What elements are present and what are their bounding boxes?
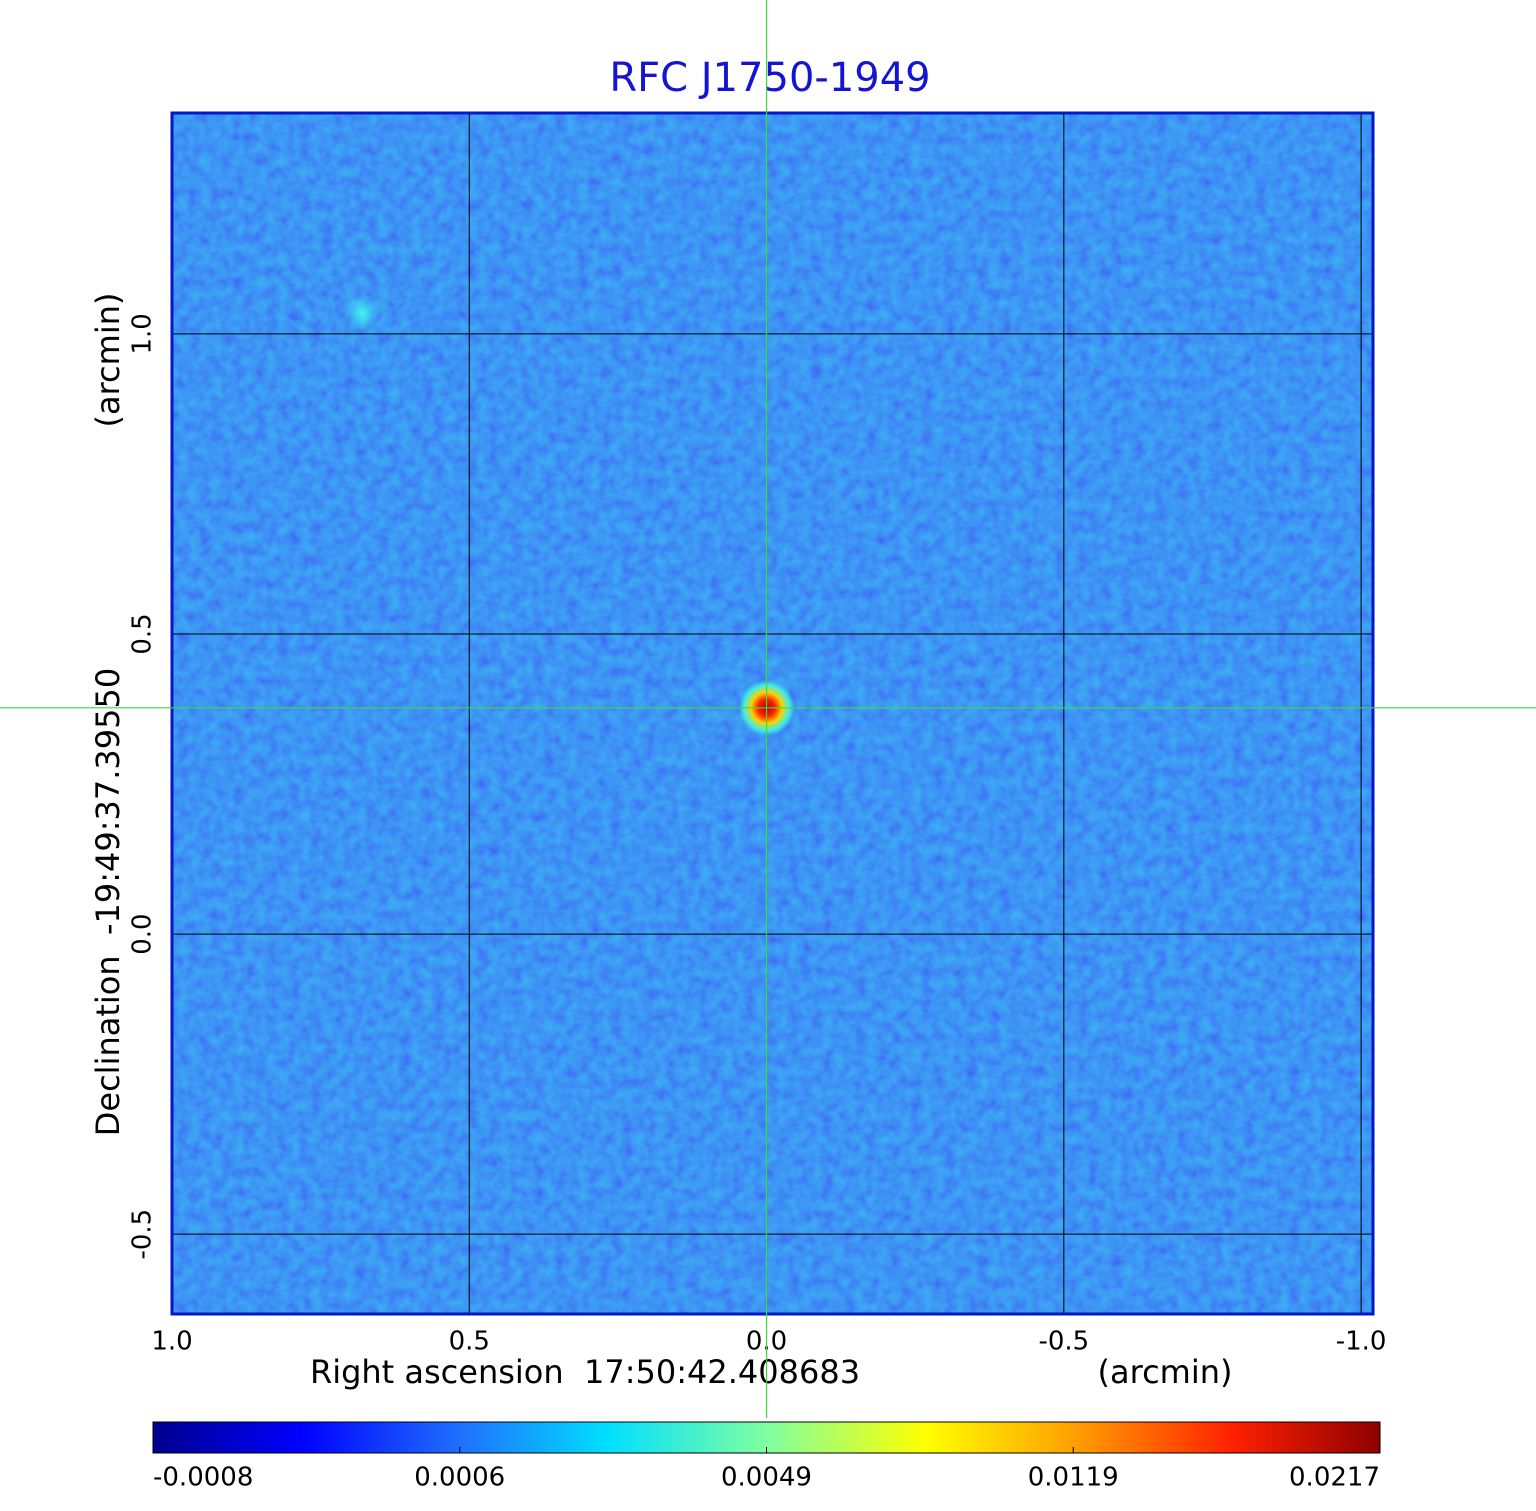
x-axis-label: Right ascension 17:50:42.408683 <box>310 1353 860 1391</box>
y-tick-label: 0.0 <box>128 913 158 954</box>
y-axis-label: Declination -19:49:37.39550 <box>89 668 127 1136</box>
colorbar-tick-label: -0.0008 <box>153 1463 253 1493</box>
colorbar-tick-label: 0.0049 <box>721 1463 812 1493</box>
x-tick-label: 1.0 <box>151 1327 192 1357</box>
colorbar-tick-label: 0.0119 <box>1028 1463 1119 1493</box>
plot-frame <box>170 111 1375 1316</box>
y-tick-label: 0.5 <box>128 613 158 654</box>
x-tick-label: 0.5 <box>449 1327 490 1357</box>
chart-title: RFC J1750-1949 <box>609 55 930 101</box>
y-tick-label: -0.5 <box>128 1209 158 1260</box>
x-axis-unit: (arcmin) <box>1098 1353 1233 1391</box>
x-tick-label: -0.5 <box>1038 1327 1089 1357</box>
y-tick-label: 1.0 <box>128 313 158 354</box>
x-tick-label: -1.0 <box>1336 1327 1387 1357</box>
faint-source <box>344 295 380 331</box>
y-axis-unit: (arcmin) <box>89 293 127 428</box>
colorbar-tick-label: 0.0217 <box>1289 1463 1380 1493</box>
colorbar-tick-label: 0.0006 <box>414 1463 505 1493</box>
